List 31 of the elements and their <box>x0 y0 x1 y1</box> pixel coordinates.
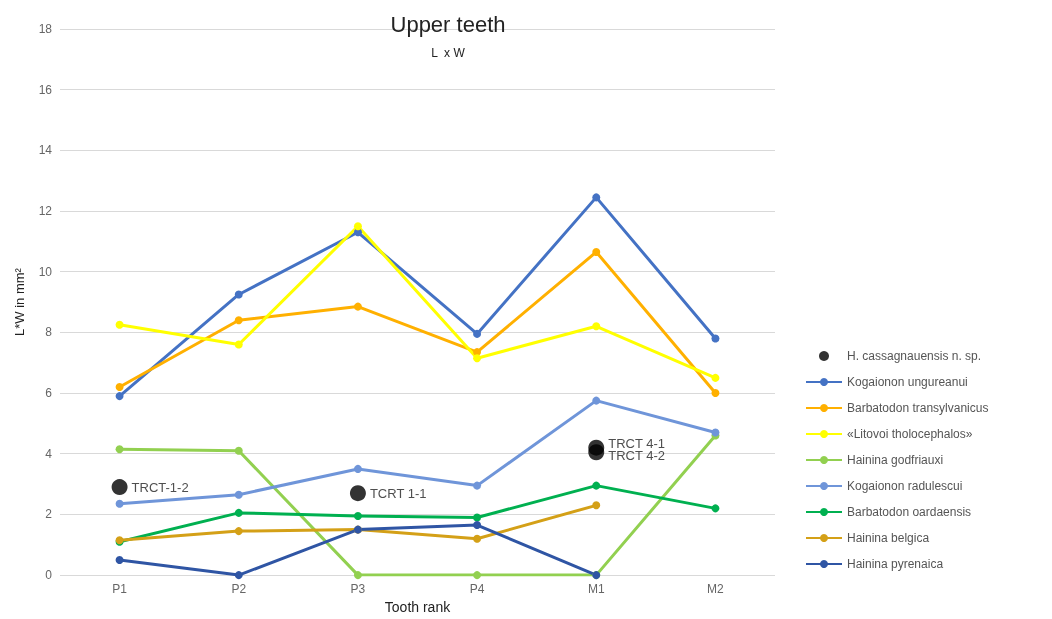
x-tick-label: P3 <box>350 582 366 597</box>
y-tick-label: 6 <box>45 386 53 401</box>
legend-label: Hainina belgica <box>847 531 930 545</box>
y-tick-label: 2 <box>45 507 53 522</box>
x-tick-label: M2 <box>707 582 725 597</box>
legend-label: Barbatodon oardaensis <box>847 505 972 519</box>
y-tick-label: 10 <box>38 264 53 279</box>
y-tick-label: 16 <box>38 82 53 97</box>
legend-label: Kogaionon ungureanui <box>847 375 968 389</box>
legend-label: Kogaionon radulescui <box>847 479 963 493</box>
legend-label: Hainina pyrenaica <box>847 557 944 571</box>
legend-label: H. cassagnauensis n. sp. <box>847 349 982 363</box>
x-tick-label: P1 <box>112 582 128 597</box>
y-tick-label: 18 <box>38 22 53 36</box>
legend-label: Hainina godfriauxi <box>847 453 944 467</box>
y-axis-title: L*W in mm² <box>12 267 27 336</box>
y-tick-label: 12 <box>38 204 53 219</box>
text: L x W <box>431 46 466 60</box>
annotation: TCRT 1-1 <box>369 485 427 501</box>
chart-title: Upper teeth <box>390 11 506 37</box>
y-tick-label: 4 <box>45 446 53 461</box>
annotation: TRCT-1-2 <box>131 479 189 495</box>
x-tick-label: M1 <box>587 582 605 597</box>
y-tick-label: 8 <box>45 325 53 340</box>
legend-label: Barbatodon transylvanicus <box>847 401 989 415</box>
x-axis-title: Tooth rank <box>384 599 452 615</box>
legend-label: «Litovoi tholocephalos» <box>847 427 973 441</box>
x-tick-label: P4 <box>469 582 485 597</box>
y-tick-label: 0 <box>45 568 53 583</box>
x-tick-label: P2 <box>231 582 247 597</box>
y-tick-label: 14 <box>38 143 53 158</box>
